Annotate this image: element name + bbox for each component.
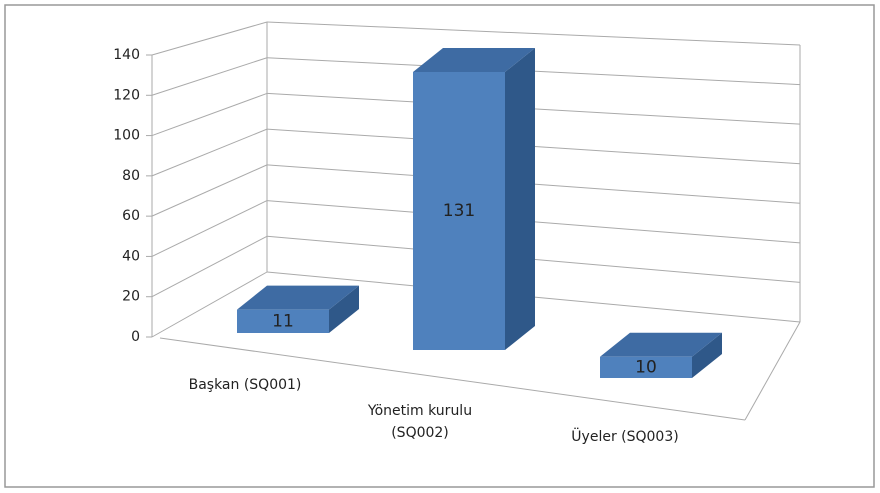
bar: [237, 309, 329, 333]
floor-right-edge: [744, 321, 801, 421]
bar-top: [413, 48, 535, 72]
y-tick-label: 120: [113, 87, 140, 103]
value-label: 11: [272, 311, 294, 331]
grid-line: [151, 164, 268, 217]
grid-line: [151, 57, 268, 96]
grid-line: [266, 21, 801, 46]
bar-top: [600, 332, 722, 357]
y-tick-label: 140: [113, 47, 140, 63]
y-tick-label: 0: [131, 329, 140, 345]
grid-line: [151, 128, 268, 177]
y-tick-label: 20: [122, 289, 140, 305]
bar-top: [237, 285, 359, 310]
y-tick-label: 40: [122, 248, 140, 264]
grid-line: [151, 92, 268, 137]
floor-front-edge: [159, 337, 746, 421]
value-label: 131: [443, 201, 475, 221]
y-tick-label: 80: [122, 168, 140, 184]
x-tick-label: Başkan (SQ001): [188, 377, 302, 393]
x-tick-label: Üyeler (SQ003): [571, 429, 679, 445]
y-tick-label: 60: [122, 208, 140, 224]
grid-line: [151, 235, 268, 298]
x-tick-label: Yönetim kurulu (SQ002): [367, 403, 473, 441]
value-label: 10: [635, 357, 657, 377]
grid-line: [151, 200, 268, 257]
y-tick-label: 100: [113, 128, 140, 144]
grid-line: [151, 21, 268, 56]
bar: [600, 356, 692, 378]
bar-side: [505, 48, 535, 350]
bar: [413, 72, 505, 350]
bar-side: [329, 285, 359, 333]
bar-side: [692, 332, 722, 378]
grid-line: [151, 271, 268, 338]
